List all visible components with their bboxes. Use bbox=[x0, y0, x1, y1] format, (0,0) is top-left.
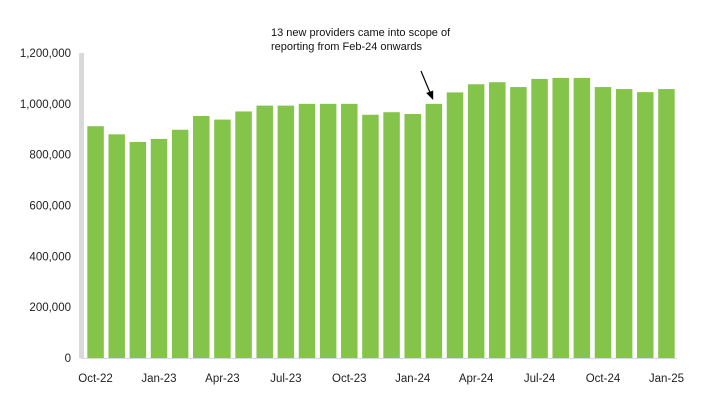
bar-feb-24 bbox=[425, 103, 443, 358]
bar-jan-23 bbox=[150, 138, 168, 358]
y-tick-label: 400,000 bbox=[29, 251, 71, 263]
y-axis: 0 200,000 400,000 600,000 800,000 1,000,000 1,… bbox=[20, 48, 84, 365]
bars bbox=[87, 77, 675, 359]
x-tick-label: Jan-24 bbox=[395, 373, 431, 385]
bar-oct-22 bbox=[87, 126, 104, 358]
bar-mar-23 bbox=[193, 116, 210, 358]
bar-nov-23 bbox=[362, 114, 379, 358]
bar-apr-23 bbox=[214, 119, 231, 358]
bar-jul-23 bbox=[277, 105, 295, 358]
y-tick-label: 0 bbox=[65, 353, 71, 365]
bar-may-23 bbox=[235, 111, 252, 359]
x-tick-label: Jan-23 bbox=[141, 373, 176, 385]
bar-may-24 bbox=[489, 82, 506, 358]
y-tick-label: 1,200,000 bbox=[20, 48, 71, 60]
bar-jun-24 bbox=[510, 87, 527, 358]
annotation-arrowhead bbox=[426, 90, 434, 100]
x-tick-label: Jul-24 bbox=[524, 373, 556, 385]
bar-jul-24 bbox=[531, 78, 548, 359]
x-tick-label: Apr-24 bbox=[459, 373, 494, 385]
y-tick-label: 600,000 bbox=[29, 201, 71, 213]
x-axis: Oct-22 Jan-23 Apr-23 Jul-23 Oct-23 Jan-24 Apr-… bbox=[78, 358, 684, 385]
annotation-arrow-shaft bbox=[420, 70, 432, 96]
y-tick-label: 200,000 bbox=[29, 302, 71, 314]
x-tick-label: Oct-22 bbox=[78, 373, 113, 385]
bar-oct-23 bbox=[341, 103, 358, 358]
bar-mar-24 bbox=[446, 92, 464, 359]
bar-aug-23 bbox=[298, 103, 316, 358]
x-tick-label: Oct-24 bbox=[586, 373, 621, 385]
bar-sep-24 bbox=[573, 77, 591, 358]
bar-jan-25 bbox=[658, 89, 675, 358]
bar-dec-22 bbox=[129, 141, 147, 358]
bar-dec-23 bbox=[383, 112, 400, 358]
x-tick-label: Jul-23 bbox=[270, 373, 301, 385]
x-tick-label: Oct-23 bbox=[332, 373, 367, 385]
bar-jan-24 bbox=[404, 114, 421, 358]
bar-sep-23 bbox=[319, 103, 337, 358]
bar-nov-24 bbox=[615, 89, 633, 358]
annotation-line-1: 13 new providers came into scope of bbox=[271, 27, 451, 39]
y-tick-label: 1,000,000 bbox=[20, 99, 71, 111]
bar-dec-24 bbox=[637, 92, 654, 358]
annotation-line-2: reporting from Feb-24 onwards bbox=[271, 41, 423, 53]
x-tick-label: Apr-23 bbox=[205, 373, 240, 385]
annotation: 13 new providers came into scope of repo… bbox=[271, 27, 451, 100]
bar-jun-23 bbox=[256, 105, 273, 358]
bar-nov-22 bbox=[108, 134, 125, 358]
x-tick-label: Jan-25 bbox=[649, 373, 684, 385]
bar-oct-24 bbox=[594, 87, 612, 358]
bar-apr-24 bbox=[467, 84, 485, 358]
bar-feb-23 bbox=[171, 129, 189, 358]
y-tick-label: 800,000 bbox=[29, 150, 71, 162]
bar-aug-24 bbox=[552, 77, 569, 358]
